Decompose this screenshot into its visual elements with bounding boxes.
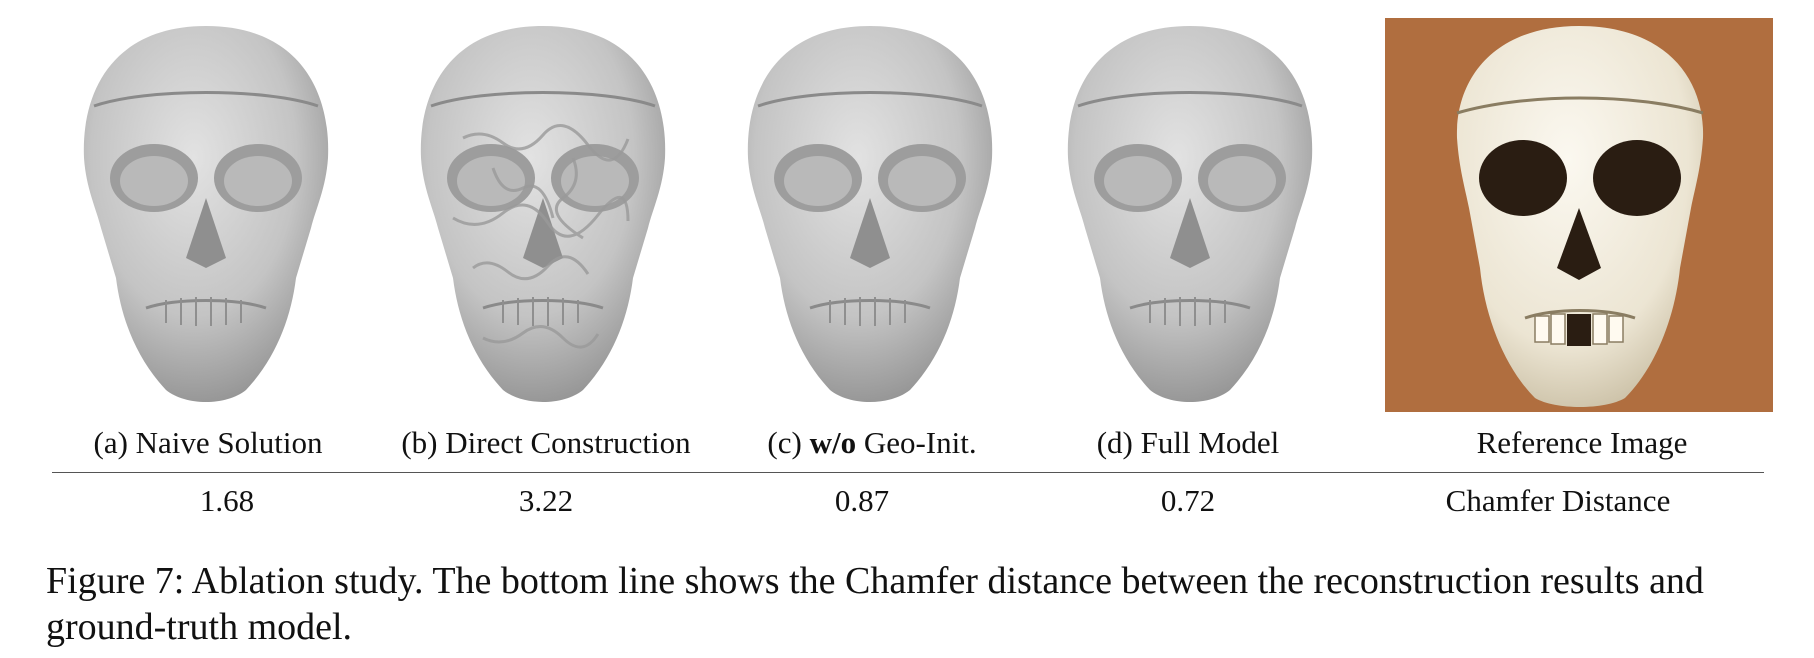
figure-caption: Figure 7: Ablation study. The bottom lin… bbox=[46, 560, 1704, 648]
table-rule bbox=[52, 472, 1764, 473]
skull-render-naive bbox=[56, 18, 356, 410]
panel-label-c: (c) w/o Geo-Init. bbox=[767, 425, 977, 460]
chamfer-value-d: 0.72 bbox=[1160, 483, 1216, 518]
skull-render-direct bbox=[393, 18, 693, 410]
reference-label: Reference Image bbox=[1476, 425, 1688, 460]
panel-label-b: (b) Direct Construction bbox=[401, 425, 691, 460]
chamfer-value-b: 3.22 bbox=[518, 483, 574, 518]
skull-render-full-model bbox=[1040, 18, 1340, 410]
chamfer-value-c: 0.87 bbox=[834, 483, 890, 518]
chamfer-value-a: 1.68 bbox=[199, 483, 255, 518]
skull-render-wo-geo-init bbox=[720, 18, 1020, 410]
metric-label: Chamfer Distance bbox=[1445, 483, 1671, 518]
panel-label-a: (a) Naive Solution bbox=[93, 425, 323, 460]
panel-label-d: (d) Full Model bbox=[1096, 425, 1280, 460]
reference-photo bbox=[1385, 18, 1773, 412]
